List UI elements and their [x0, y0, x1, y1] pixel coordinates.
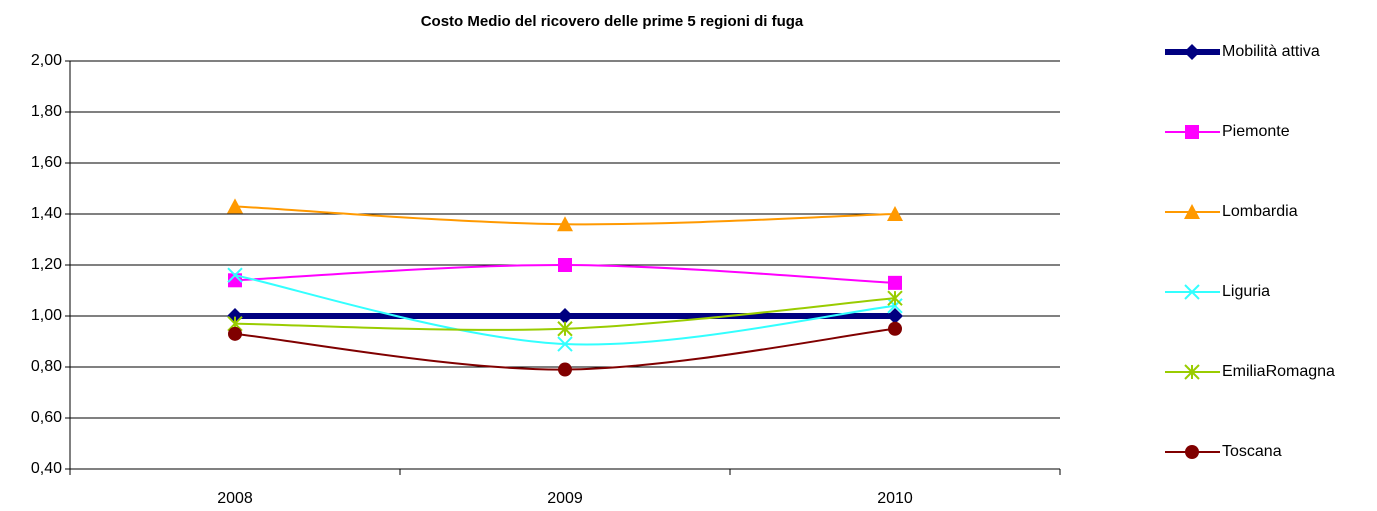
y-tick-label: 1,00 [31, 307, 62, 324]
marker [557, 336, 573, 352]
marker [887, 290, 903, 306]
legend-label: Lombardia [1222, 203, 1298, 220]
legend-label: Toscana [1222, 443, 1282, 460]
y-tick-label: 1,20 [31, 256, 62, 273]
legend-label: Liguria [1222, 283, 1270, 300]
marker [1184, 204, 1200, 219]
marker [1184, 364, 1200, 380]
x-tick-label: 2009 [547, 490, 583, 507]
marker [228, 326, 242, 341]
marker [1184, 284, 1200, 300]
legend-label: EmiliaRomagna [1222, 363, 1335, 380]
marker [1184, 44, 1200, 60]
y-tick-label: 1,80 [31, 103, 62, 120]
x-tick-label: 2010 [877, 490, 913, 507]
marker [557, 216, 573, 232]
legend-label: Piemonte [1222, 123, 1290, 140]
marker [557, 308, 573, 324]
y-tick-label: 1,40 [31, 205, 62, 222]
y-tick-label: 0,80 [31, 358, 62, 375]
marker [888, 321, 902, 336]
marker [227, 267, 243, 283]
y-tick-label: 0,40 [31, 460, 62, 477]
marker [1185, 445, 1199, 459]
x-tick-label: 2008 [217, 490, 253, 507]
marker [557, 321, 573, 337]
y-tick-label: 2,00 [31, 52, 62, 69]
chart-title: Costo Medio del ricovero delle prime 5 r… [421, 13, 804, 30]
marker [887, 308, 903, 324]
marker [887, 206, 903, 221]
y-tick-label: 1,60 [31, 154, 62, 171]
marker [888, 275, 902, 290]
marker [887, 298, 903, 314]
marker [1185, 125, 1199, 139]
y-tick-label: 0,60 [31, 409, 62, 426]
marker [558, 362, 572, 377]
marker [558, 258, 572, 272]
legend-label: Mobilità attiva [1222, 43, 1320, 60]
marker [227, 198, 243, 214]
